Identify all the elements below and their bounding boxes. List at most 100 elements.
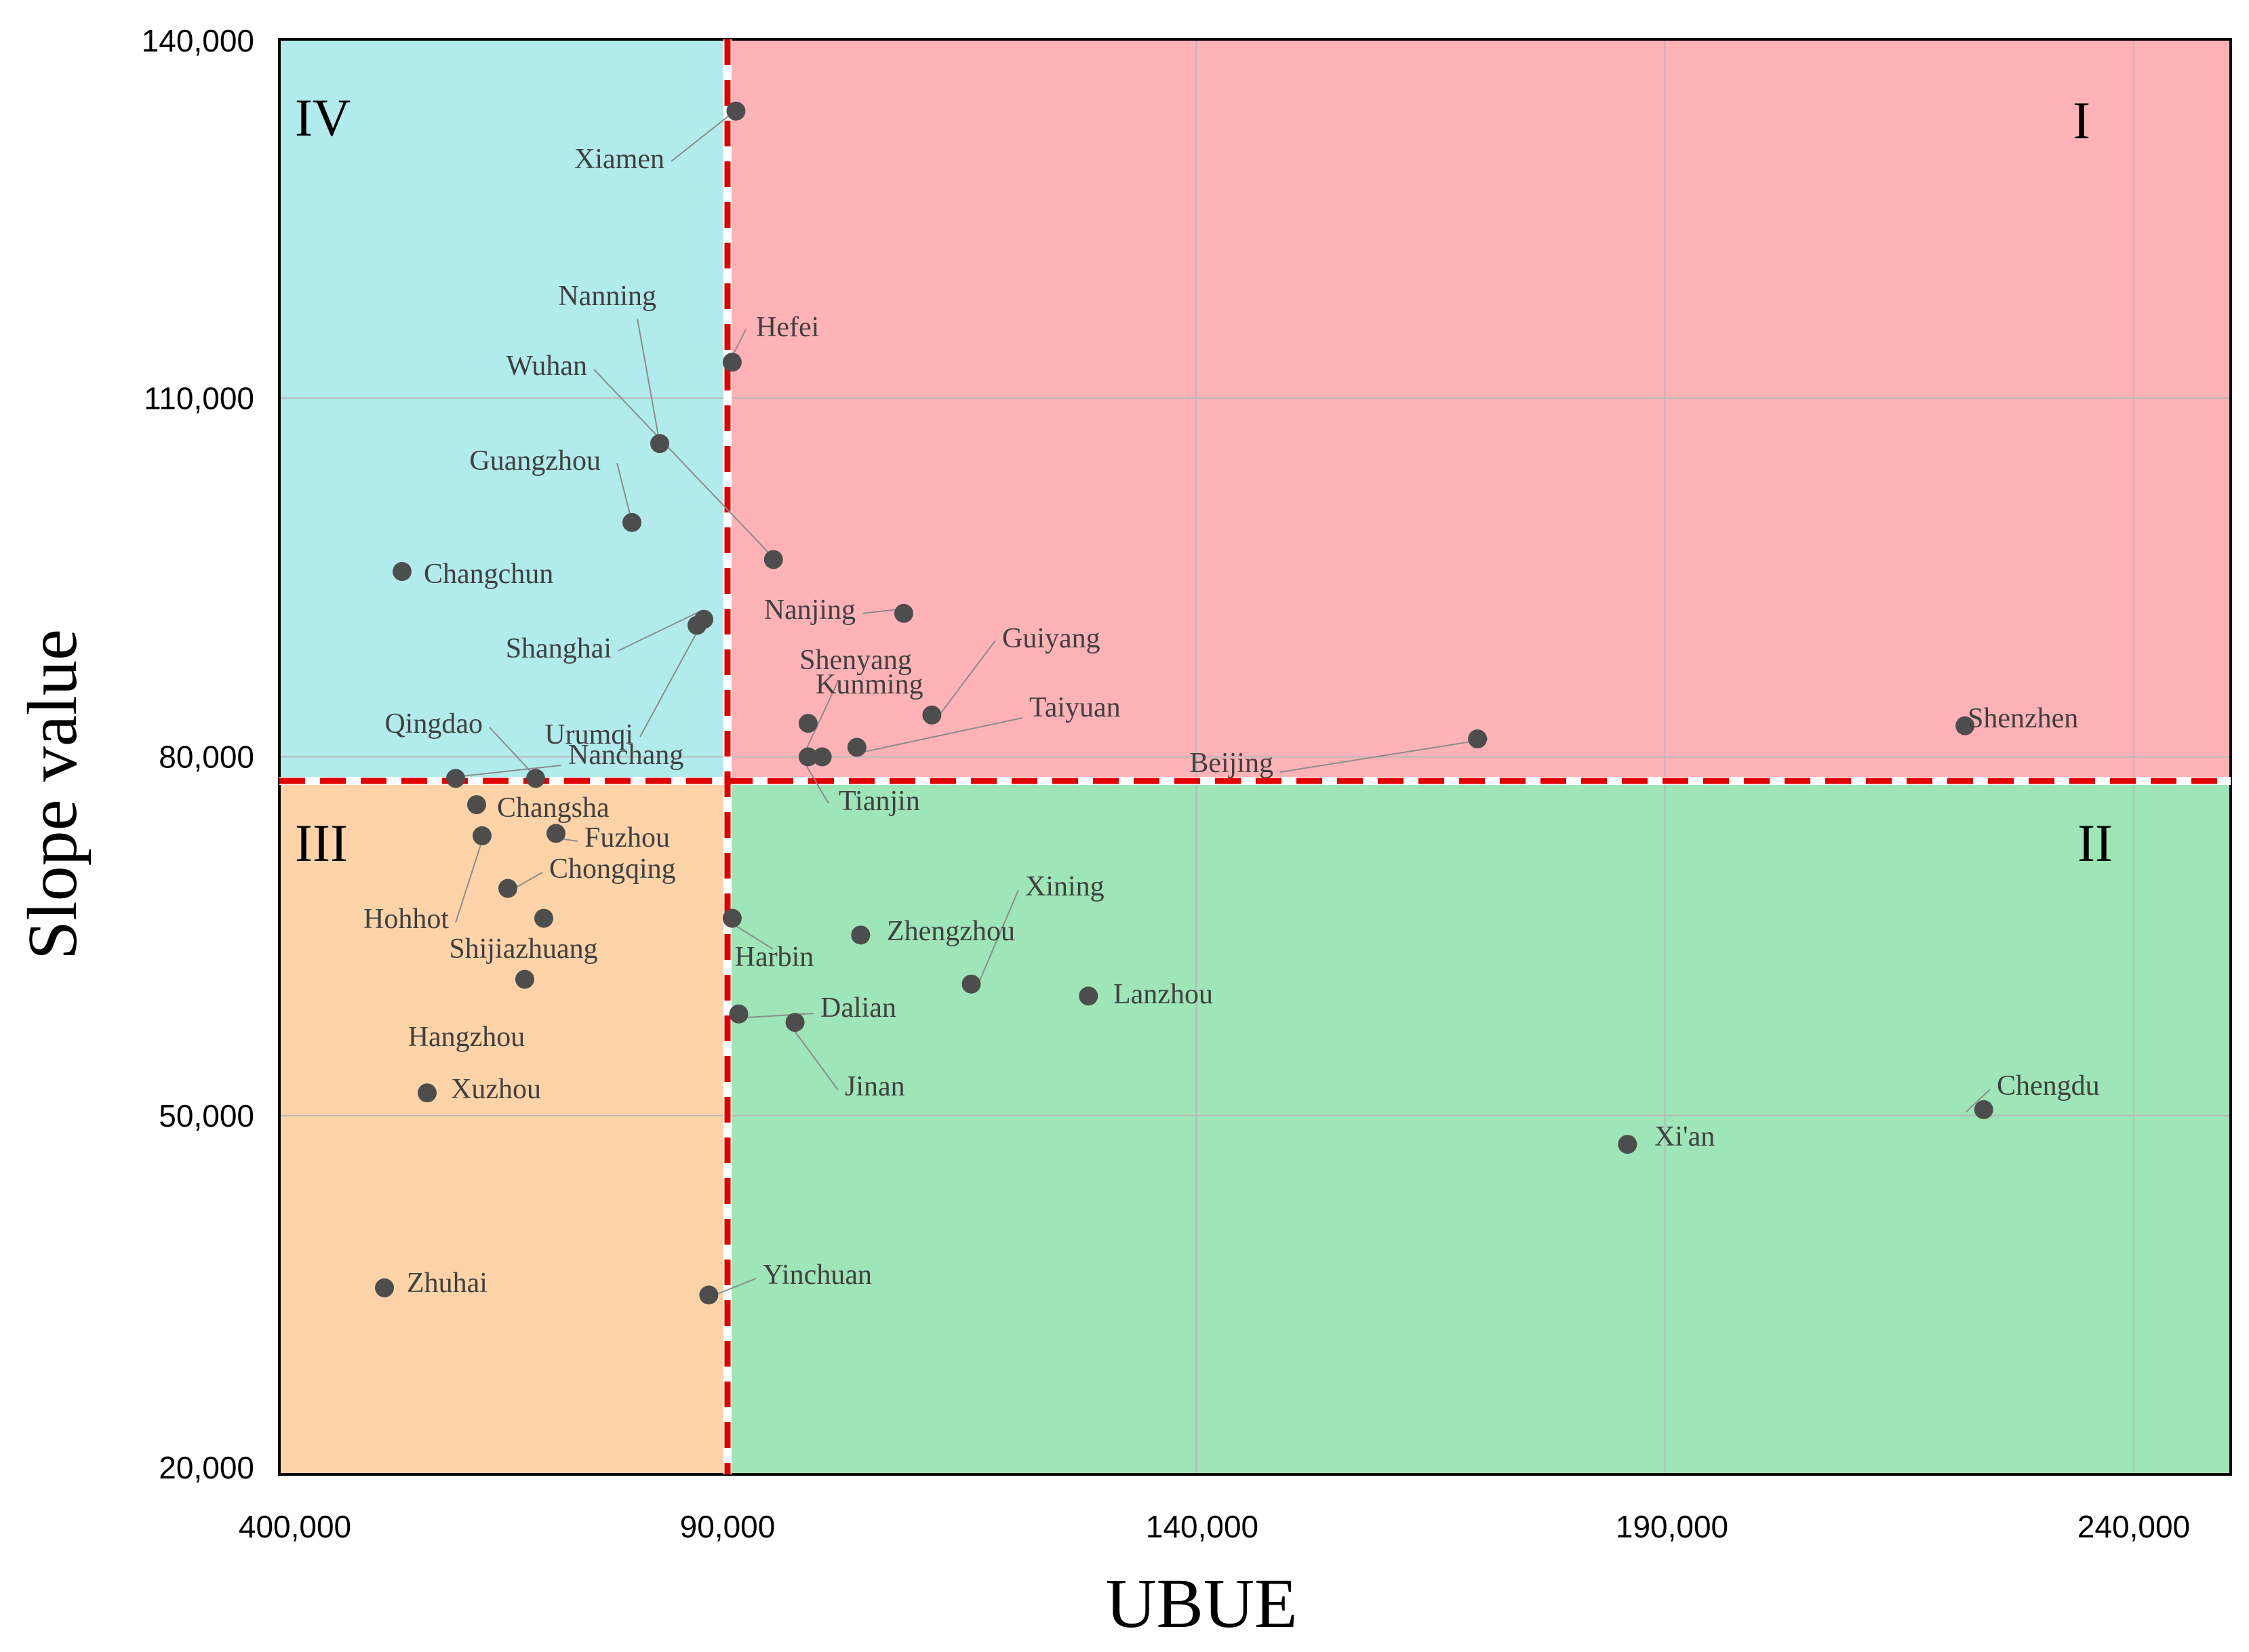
x-axis-title: UBUE	[1105, 1565, 1297, 1643]
y-tick-label: 140,000	[142, 23, 254, 58]
label-chengdu: Chengdu	[1997, 1070, 2100, 1102]
label-wuhan: Wuhan	[506, 350, 587, 382]
data-points	[375, 101, 1993, 1305]
label-guangzhou: Guangzhou	[469, 445, 601, 477]
label-dalian: Dalian	[820, 992, 896, 1024]
quadrant-label-ii: II	[2077, 813, 2113, 872]
point-qingdao	[446, 769, 465, 788]
y-tick-label: 20,000	[159, 1450, 254, 1485]
label-xian: Xi'an	[1654, 1121, 1715, 1152]
label-harbin: Harbin	[735, 942, 814, 973]
point-nanchang	[526, 769, 545, 788]
label-zhuhai: Zhuhai	[407, 1268, 487, 1299]
point-changsha	[467, 795, 486, 815]
y-tick-label: 50,000	[159, 1098, 254, 1133]
label-qingdao: Qingdao	[384, 708, 483, 740]
quadrant-i-bg	[728, 39, 2231, 781]
label-tianjin: Tianjin	[839, 786, 920, 817]
label-xiamen: Xiamen	[574, 144, 664, 175]
plot-border	[278, 38, 2232, 1476]
point-yinchuan	[699, 1285, 719, 1305]
label-shenzhen: Shenzhen	[1968, 703, 2078, 734]
point-xian	[1618, 1135, 1637, 1154]
point-tianjin	[798, 747, 818, 767]
point-changchun	[393, 562, 412, 582]
leader-nanchang	[455, 765, 562, 778]
quadrant-ii-bg	[728, 781, 2231, 1474]
label-lanzhou: Lanzhou	[1113, 979, 1213, 1010]
point-nanjing	[894, 603, 913, 623]
quadrant-label-iii: III	[295, 813, 348, 872]
point-dalian	[729, 1004, 749, 1024]
leader-hohhot	[455, 840, 483, 923]
point-zhuhai	[375, 1278, 394, 1297]
point-guiyang	[922, 705, 942, 725]
label-hohhot: Hohhot	[363, 904, 449, 935]
leader-wuhan	[593, 369, 771, 555]
label-shijiazhuang: Shijiazhuang	[449, 933, 597, 965]
gridlines	[279, 39, 2231, 1474]
quadrant-iv-bg	[279, 39, 728, 781]
label-fuzhou: Fuzhou	[584, 822, 670, 853]
leader-xiamen	[671, 112, 734, 162]
leader-guiyang	[935, 640, 996, 721]
leader-shanghai	[618, 612, 698, 651]
point-taiyuan	[812, 747, 832, 767]
point-xiamen	[726, 101, 746, 121]
label-chongqing: Chongqing	[549, 853, 676, 885]
leader-dalian	[735, 1013, 814, 1019]
label-leader-lines	[455, 112, 1991, 1300]
point-hefei	[722, 352, 742, 372]
leader-jinan	[792, 1028, 839, 1091]
leader-guangzhou	[616, 462, 633, 523]
label-zhengzhou: Zhengzhou	[887, 916, 1015, 947]
point-lanzhou	[1079, 986, 1098, 1006]
point-urumqi	[688, 616, 706, 635]
point-shenyang	[798, 714, 818, 733]
point-fuzhou	[546, 824, 565, 843]
threshold-lines	[279, 39, 2231, 1474]
point-xining	[961, 974, 981, 994]
point-shijiazhuang	[534, 908, 553, 928]
leader-shenyang	[803, 681, 839, 754]
x-tick-label: 140,000	[1146, 1509, 1258, 1544]
label-nanchang: Nanchang	[568, 740, 683, 771]
point-jinan	[785, 1013, 805, 1032]
quadrant-label-i: I	[2073, 91, 2090, 150]
point-xuzhou	[418, 1083, 437, 1103]
point-nanning	[650, 434, 669, 454]
label-taiyuan: Taiyuan	[1029, 692, 1121, 723]
x-tick-label: 240,000	[2077, 1509, 2190, 1544]
y-tick-label: 80,000	[159, 740, 254, 775]
point-harbin	[722, 908, 742, 928]
point-chengdu	[1974, 1100, 1993, 1119]
leader-urumqi	[639, 619, 704, 738]
leader-beijing	[1279, 738, 1489, 773]
label-nanjing: Nanjing	[764, 595, 856, 626]
x-tick-label: 190,000	[1616, 1509, 1728, 1544]
quadrant-label-iv: IV	[295, 88, 351, 147]
label-nanning: Nanning	[558, 281, 656, 312]
label-shanghai: Shanghai	[506, 633, 612, 664]
label-beijing: Beijing	[1189, 748, 1273, 779]
label-kunming: Kunming	[816, 669, 923, 700]
point-hangzhou	[515, 969, 534, 989]
point-hohhot	[473, 826, 492, 845]
label-urumqi: Urumqi	[544, 719, 633, 750]
label-xining: Xining	[1025, 871, 1104, 902]
point-zhengzhou	[851, 925, 871, 945]
x-tick-label: 400,000	[239, 1509, 351, 1544]
point-wuhan	[763, 550, 783, 569]
label-hangzhou: Hangzhou	[408, 1022, 525, 1053]
point-guangzhou	[622, 512, 641, 532]
label-xuzhou: Xuzhou	[451, 1074, 541, 1105]
leader-chengdu	[1966, 1089, 1991, 1112]
point-labels: Xiamen Hefei Nanning Wuhan Guangzhou Changchu…	[363, 144, 2100, 1299]
label-shenyang: Shenyang	[799, 645, 912, 676]
point-shenzhen	[1955, 716, 1975, 736]
leader-xining	[976, 889, 1019, 989]
point-kunming	[847, 738, 867, 757]
